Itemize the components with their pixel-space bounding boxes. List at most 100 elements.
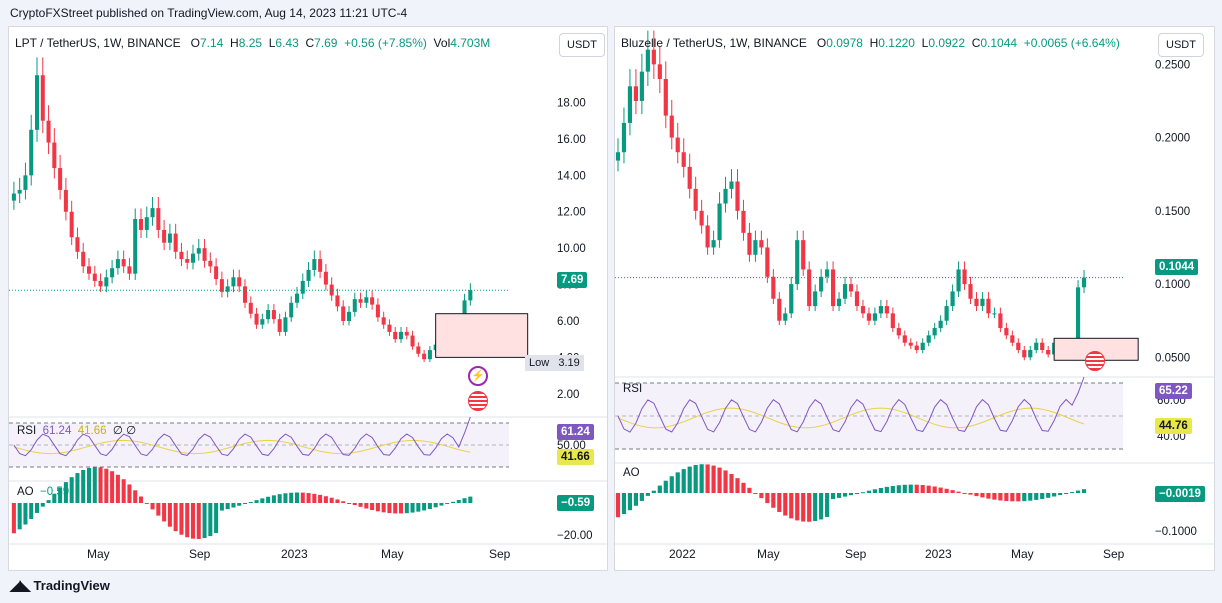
- time-axis-label: Sep: [1103, 547, 1125, 561]
- ao-bar: [167, 503, 172, 527]
- rsi-ma-line: [13, 439, 471, 455]
- candle-body: [375, 304, 380, 318]
- candle-body: [202, 248, 207, 261]
- ao-bar: [1010, 493, 1015, 502]
- candle-body: [1004, 328, 1009, 336]
- candle-body: [179, 251, 184, 260]
- ao-bar: [294, 492, 300, 503]
- ao-bar: [926, 485, 931, 493]
- ao-bar: [687, 466, 692, 493]
- candle-body: [860, 306, 866, 314]
- ao-bar: [214, 503, 219, 533]
- ao-bar: [1028, 493, 1033, 501]
- ao-bar: [1081, 489, 1087, 493]
- ao-bar: [1075, 490, 1081, 493]
- ao-bar: [312, 493, 317, 503]
- lightning-icon[interactable]: ⚡: [468, 366, 488, 386]
- ao-bar: [735, 478, 740, 493]
- ao-bar: [801, 493, 806, 522]
- time-axis-label: May: [87, 547, 110, 561]
- ao-bar: [150, 503, 155, 510]
- lpt-currency-button[interactable]: USDT: [559, 33, 605, 57]
- ao-bar: [729, 473, 734, 493]
- lpt-rsi-ma-tag: 41.66: [557, 449, 594, 465]
- candle-body: [902, 335, 907, 343]
- ao-bar: [144, 502, 149, 504]
- us-flag-icon[interactable]: [468, 391, 488, 411]
- candle-body: [986, 298, 991, 314]
- candle-body: [974, 298, 979, 307]
- ao-bar: [190, 503, 196, 539]
- candle-body: [693, 188, 698, 211]
- candle-body: [1081, 277, 1087, 288]
- ao-bar: [358, 503, 363, 507]
- candle-body: [836, 298, 842, 307]
- candle-body: [81, 251, 86, 267]
- candle-body: [896, 328, 901, 336]
- ao-bar: [410, 503, 415, 513]
- candle-body: [358, 299, 363, 303]
- ao-bar: [980, 493, 985, 498]
- candle-body: [795, 240, 800, 285]
- candle-body: [98, 280, 103, 287]
- candle-body: [312, 259, 317, 270]
- candle-body: [289, 302, 294, 318]
- ao-bar: [46, 500, 51, 503]
- candle-body: [283, 317, 288, 332]
- candle-body: [242, 286, 248, 303]
- candle-body: [968, 284, 973, 299]
- bluzelle-chart-canvas[interactable]: 0.2500 0.2000 0.1500 0.1000 0.0500 2022 May Sep…: [615, 27, 1214, 570]
- bluzelle-chart-panel[interactable]: 0.2500 0.2000 0.1500 0.1000 0.0500 2022 May Sep…: [614, 26, 1215, 571]
- footer-brand[interactable]: ◢◣ TradingView: [10, 577, 110, 593]
- candle-body: [669, 115, 674, 138]
- ao-bar: [992, 493, 997, 500]
- ao-bar: [819, 493, 824, 520]
- candle-body: [352, 299, 357, 312]
- ao-bar: [29, 503, 34, 519]
- candle-body: [387, 324, 392, 332]
- ao-bar: [248, 501, 253, 503]
- ao-bar: [723, 470, 728, 493]
- price-axis-label: 0.0500: [1155, 352, 1190, 364]
- bluzelle-ao-tag: −0.0019: [1155, 486, 1205, 502]
- candle-body: [63, 189, 68, 212]
- ao-bar: [185, 503, 190, 538]
- time-axis-label: Sep: [189, 547, 211, 561]
- candle-body: [121, 259, 126, 267]
- candle-body: [254, 313, 259, 325]
- ao-bar: [759, 493, 764, 499]
- time-axis-label: May: [1011, 547, 1034, 561]
- candle-body: [196, 248, 201, 254]
- candle-body: [86, 266, 92, 274]
- candle-body: [225, 286, 230, 292]
- ao-bar: [890, 485, 895, 493]
- ao-bar: [121, 479, 126, 503]
- ao-bar: [878, 488, 883, 493]
- demand-zone-box: [435, 313, 529, 358]
- bluzelle-currency-button[interactable]: USDT: [1158, 33, 1204, 57]
- us-flag-icon[interactable]: [1085, 351, 1105, 371]
- candle-body: [346, 311, 352, 321]
- ao-bar: [639, 493, 644, 501]
- ao-bar: [254, 500, 259, 503]
- ao-bar: [950, 490, 955, 493]
- ao-bar: [908, 484, 913, 493]
- ao-bar: [866, 490, 872, 493]
- ao-bar: [860, 492, 866, 494]
- price-axis-label: 16.00: [557, 134, 586, 146]
- candle-body: [914, 345, 919, 351]
- candle-body: [729, 181, 734, 189]
- lpt-chart-canvas[interactable]: 18.0016.0014.0012.0010.008.006.004.002.0…: [9, 27, 607, 570]
- time-axis-label: Sep: [489, 547, 511, 561]
- lpt-chart-panel[interactable]: 18.0016.0014.0012.0010.008.006.004.002.0…: [8, 26, 608, 571]
- ao-bar: [456, 499, 461, 503]
- price-axis-label: 0.1000: [1155, 279, 1190, 291]
- ao-bar: [938, 487, 943, 493]
- ao-bar: [202, 503, 207, 539]
- candle-body: [156, 208, 161, 230]
- ao-axis-label: −0.1000: [1155, 526, 1197, 538]
- ao-bar: [104, 468, 109, 503]
- candle-body: [998, 313, 1003, 329]
- time-axis-label: Sep: [845, 547, 867, 561]
- ao-bar: [711, 465, 716, 493]
